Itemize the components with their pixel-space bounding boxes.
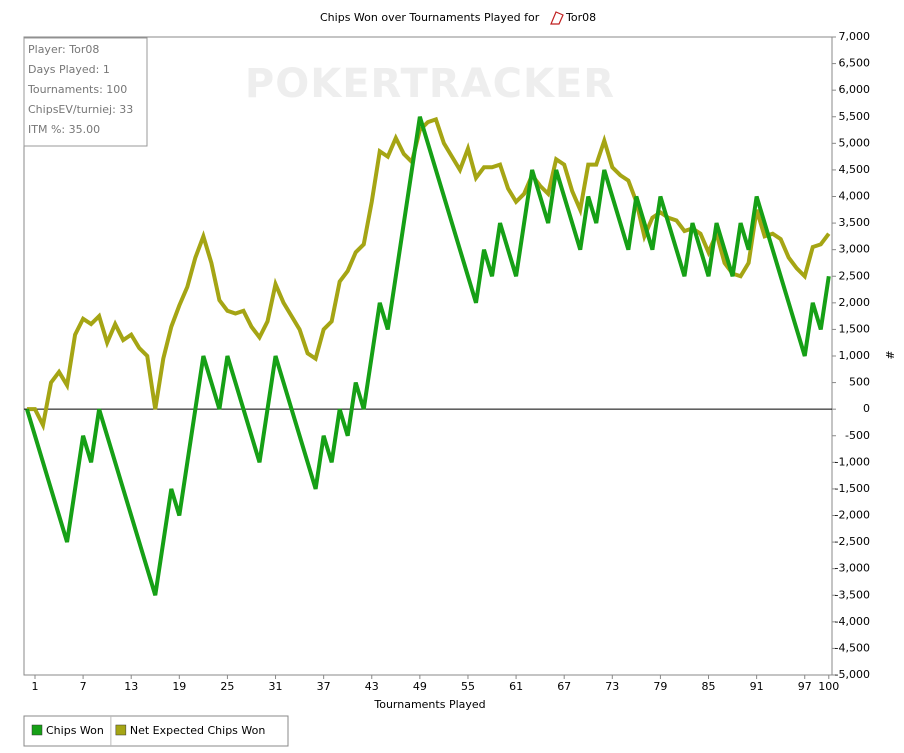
x-tick-label: 97: [798, 680, 812, 693]
y-tick-label: 4,500: [839, 163, 871, 176]
x-tick-label: 49: [413, 680, 427, 693]
y-tick-label: -2,500: [835, 535, 870, 548]
x-tick-label: 85: [702, 680, 716, 693]
y-tick-label: -4,500: [835, 641, 870, 654]
watermark: POKERTRACKER: [245, 61, 615, 107]
y-tick-label: -2,000: [835, 509, 870, 522]
y-tick-label: 1,000: [839, 349, 871, 362]
x-tick-label: 13: [124, 680, 138, 693]
series-line: [25, 116, 831, 596]
y-tick-label: -500: [845, 429, 870, 442]
legend: Chips Won Net Expected Chips Won: [23, 715, 289, 747]
y-axis-title: #: [883, 350, 896, 359]
y-tick-label: -4,000: [835, 615, 870, 628]
info-line: Tournaments: 100: [27, 83, 127, 96]
y-tick-label: 7,000: [839, 30, 871, 43]
legend-label: Net Expected Chips Won: [130, 724, 266, 737]
x-tick-label: 73: [605, 680, 619, 693]
x-tick-label: 55: [461, 680, 475, 693]
y-tick-label: 6,000: [839, 83, 871, 96]
y-tick-label: 1,500: [839, 322, 871, 335]
legend-swatch: [115, 724, 127, 736]
y-tick-label: 5,500: [839, 110, 871, 123]
info-line: Days Played: 1: [28, 63, 110, 76]
x-tick-label: 43: [365, 680, 379, 693]
y-tick-label: 2,500: [839, 269, 871, 282]
x-axis-title: Tournaments Played: [373, 698, 485, 711]
y-tick-label: 500: [849, 376, 870, 389]
x-tick-label: 91: [750, 680, 764, 693]
x-tick-label: 25: [220, 680, 234, 693]
x-tick-label: 31: [269, 680, 283, 693]
player-name: Tor08: [565, 11, 596, 24]
legend-swatch: [31, 724, 43, 736]
y-tick-label: -5,000: [835, 668, 870, 681]
y-tick-label: -3,000: [835, 562, 870, 575]
y-tick-label: 3,000: [839, 243, 871, 256]
x-tick-label: 1: [31, 680, 38, 693]
y-tick-label: -3,500: [835, 588, 870, 601]
y-tick-label: -1,000: [835, 455, 870, 468]
x-tick-label: 7: [80, 680, 87, 693]
player-icon: [550, 11, 564, 25]
y-tick-label: 5,000: [839, 136, 871, 149]
legend-frame: [23, 715, 289, 747]
x-tick-label: 67: [557, 680, 571, 693]
y-tick-label: -1,500: [835, 482, 870, 495]
x-tick-label: 37: [317, 680, 331, 693]
chart-title: Chips Won over Tournaments Played for: [320, 11, 540, 24]
info-line: ITM %: 35.00: [28, 123, 100, 136]
info-box: Player: Tor08 Days Played: 1 Tournaments: …: [23, 37, 148, 147]
x-tick-label: 61: [509, 680, 523, 693]
y-tick-label: 6,500: [839, 57, 871, 70]
y-tick-label: 3,500: [839, 216, 871, 229]
x-tick-label: 100: [818, 680, 839, 693]
legend-label: Chips Won: [46, 724, 104, 737]
y-tick-label: 4,000: [839, 190, 871, 203]
info-line: ChipsEV/turniej: 33: [28, 103, 133, 116]
y-tick-label: 0: [863, 402, 870, 415]
x-tick-label: 19: [172, 680, 186, 693]
info-line: Player: Tor08: [28, 43, 99, 56]
y-tick-label: 2,000: [839, 296, 871, 309]
x-tick-label: 79: [653, 680, 667, 693]
